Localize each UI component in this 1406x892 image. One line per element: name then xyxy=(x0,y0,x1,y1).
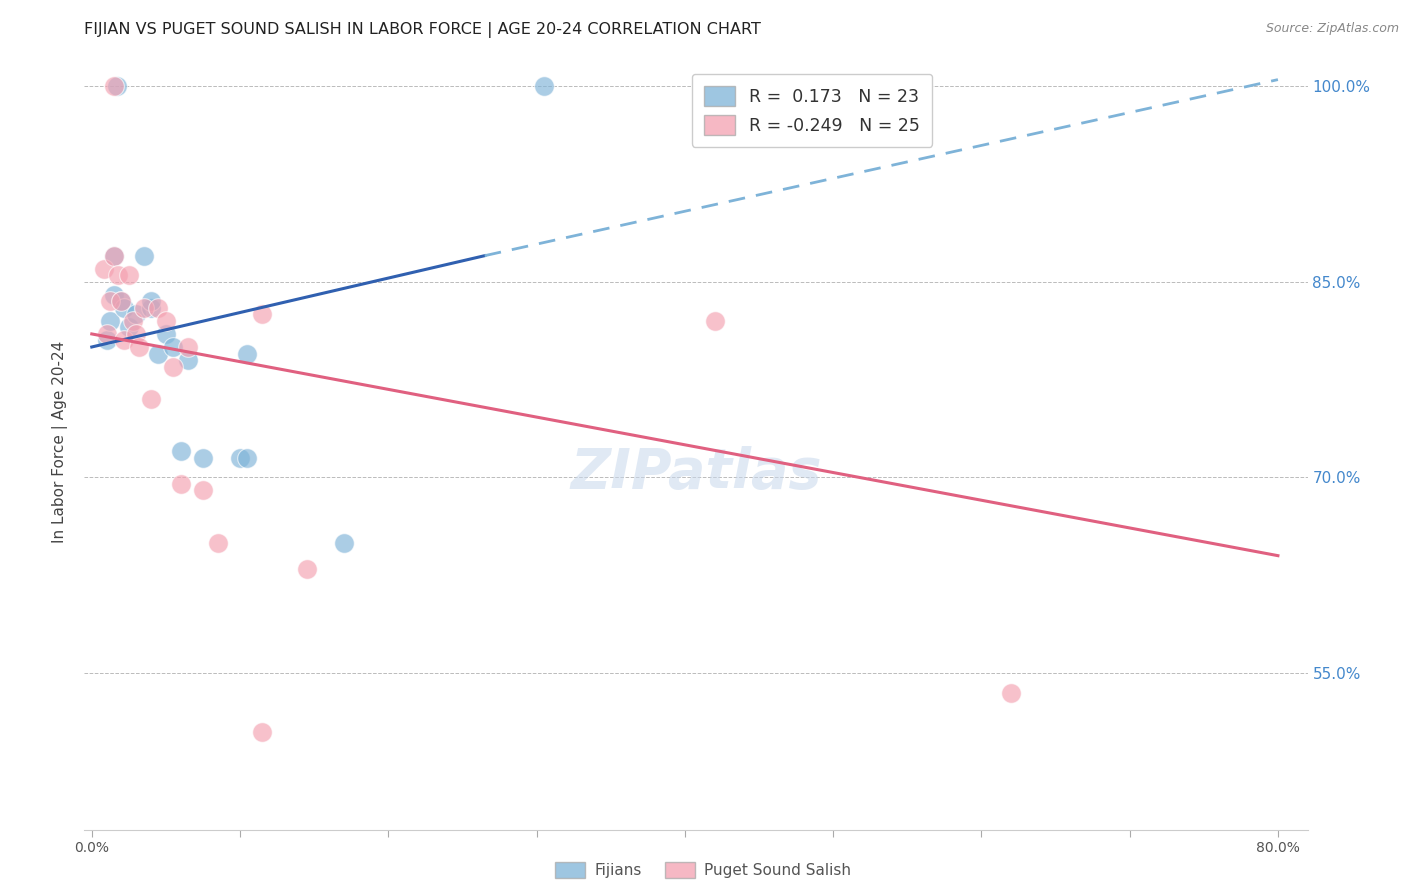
Point xyxy=(191,483,214,498)
Point xyxy=(139,301,162,315)
Point xyxy=(128,340,150,354)
Point xyxy=(191,450,214,465)
Point xyxy=(103,288,125,302)
Point xyxy=(155,326,177,341)
Point xyxy=(148,346,170,360)
Point xyxy=(122,314,145,328)
Point xyxy=(107,268,129,283)
Point xyxy=(162,340,184,354)
Text: Source: ZipAtlas.com: Source: ZipAtlas.com xyxy=(1265,22,1399,36)
Point xyxy=(236,450,259,465)
Point xyxy=(333,535,356,549)
Point xyxy=(110,294,132,309)
Point xyxy=(125,307,148,321)
Point xyxy=(1000,685,1022,699)
Point xyxy=(112,301,135,315)
Point xyxy=(132,301,155,315)
Y-axis label: In Labor Force | Age 20-24: In Labor Force | Age 20-24 xyxy=(52,341,69,542)
Point xyxy=(98,314,121,328)
Point xyxy=(103,249,125,263)
Point xyxy=(155,314,177,328)
Point xyxy=(98,294,121,309)
Point xyxy=(125,326,148,341)
Point xyxy=(118,320,141,334)
Point xyxy=(252,724,274,739)
Point xyxy=(96,334,118,348)
Point xyxy=(103,79,125,94)
Point xyxy=(177,340,200,354)
Point xyxy=(132,249,155,263)
Point xyxy=(96,326,118,341)
Point xyxy=(112,334,135,348)
Point xyxy=(252,307,274,321)
Point xyxy=(162,359,184,374)
Point xyxy=(139,294,162,309)
Point xyxy=(703,314,725,328)
Point xyxy=(105,79,128,94)
Point xyxy=(229,450,252,465)
Point xyxy=(170,477,193,491)
Point xyxy=(103,249,125,263)
Point xyxy=(110,294,132,309)
Point xyxy=(170,444,193,458)
Point xyxy=(236,346,259,360)
Point xyxy=(118,268,141,283)
Point xyxy=(148,301,170,315)
Text: FIJIAN VS PUGET SOUND SALISH IN LABOR FORCE | AGE 20-24 CORRELATION CHART: FIJIAN VS PUGET SOUND SALISH IN LABOR FO… xyxy=(84,22,761,38)
Point xyxy=(533,79,555,94)
Legend: R =  0.173   N = 23, R = -0.249   N = 25: R = 0.173 N = 23, R = -0.249 N = 25 xyxy=(692,74,932,147)
Point xyxy=(295,562,318,576)
Text: ZIPatlas: ZIPatlas xyxy=(571,446,821,500)
Legend: Fijians, Puget Sound Salish: Fijians, Puget Sound Salish xyxy=(548,856,858,884)
Point xyxy=(139,392,162,406)
Point xyxy=(177,353,200,368)
Point xyxy=(93,261,115,276)
Point xyxy=(207,535,229,549)
